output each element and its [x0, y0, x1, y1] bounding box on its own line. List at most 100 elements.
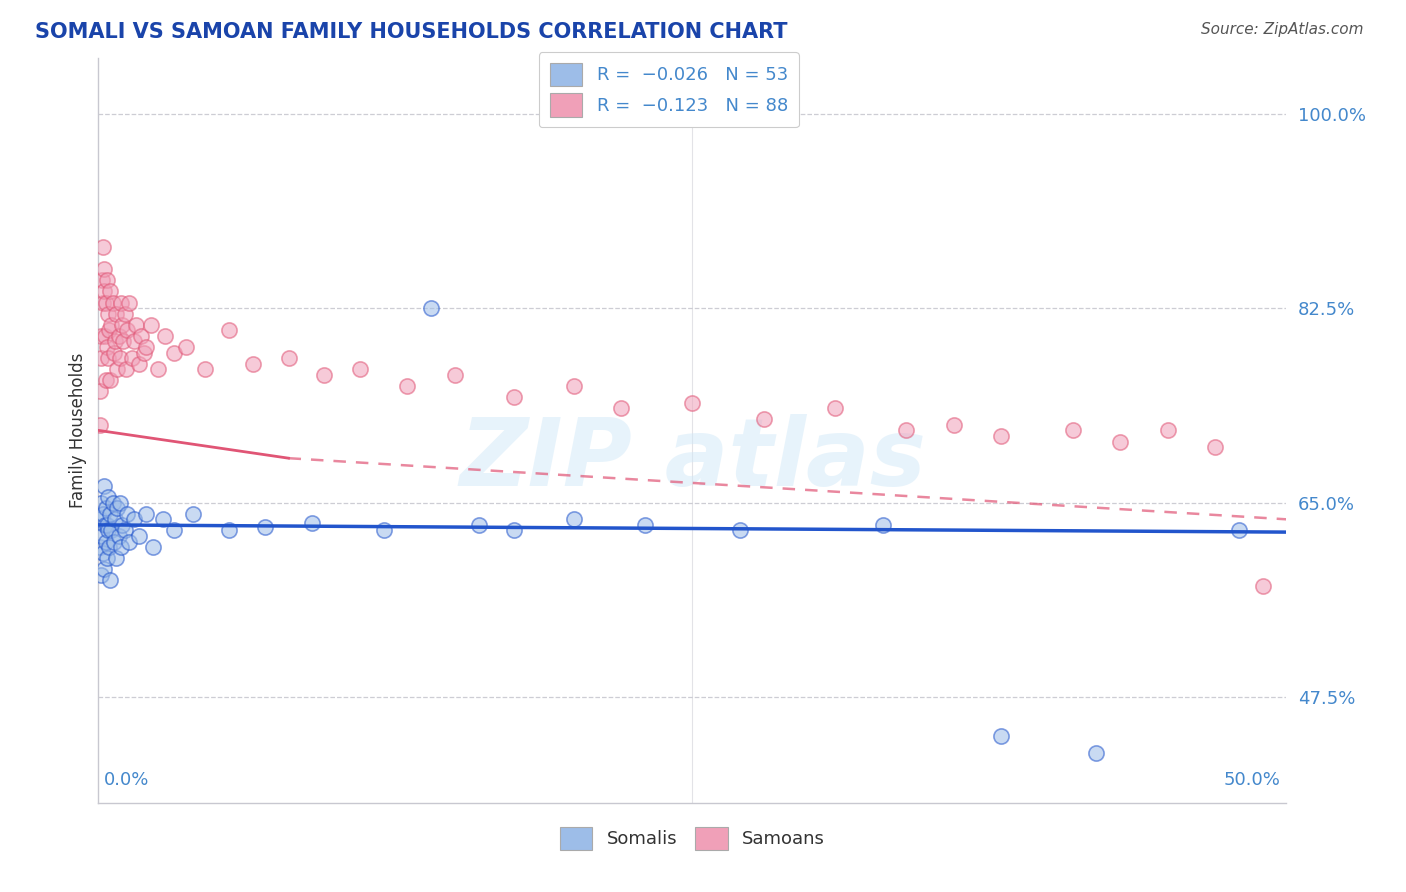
Point — [90, 329, 112, 343]
Point — [98, 540, 121, 554]
Point — [122, 512, 145, 526]
Point — [96, 551, 118, 566]
Point — [111, 318, 134, 332]
Point — [91, 240, 114, 254]
Point — [194, 362, 217, 376]
Point — [135, 340, 157, 354]
Point — [824, 401, 846, 416]
Point — [562, 512, 585, 526]
Point — [253, 520, 276, 534]
Point — [89, 512, 111, 526]
Point — [752, 412, 775, 426]
Point — [118, 295, 141, 310]
Point — [115, 323, 138, 337]
Point — [314, 368, 336, 382]
Point — [146, 362, 169, 376]
Point — [115, 507, 138, 521]
Point — [114, 307, 136, 321]
Point — [108, 351, 131, 365]
Point — [420, 301, 443, 315]
Text: ZIP atlas: ZIP atlas — [458, 414, 927, 506]
Point — [98, 285, 121, 299]
Point — [94, 501, 117, 516]
Point — [139, 318, 162, 332]
Point — [634, 517, 657, 532]
Point — [101, 496, 124, 510]
Point — [562, 379, 585, 393]
Point — [990, 729, 1012, 743]
Point — [93, 479, 115, 493]
Point — [242, 357, 264, 371]
Point — [91, 295, 114, 310]
Point — [1204, 440, 1226, 454]
Point — [122, 334, 145, 349]
Point — [1085, 746, 1108, 760]
Point — [503, 390, 526, 404]
Point — [118, 534, 141, 549]
Point — [114, 524, 136, 538]
Point — [110, 540, 132, 554]
Point — [93, 285, 115, 299]
Text: 50.0%: 50.0% — [1223, 772, 1281, 789]
Point — [183, 507, 205, 521]
Point — [110, 295, 132, 310]
Point — [176, 340, 198, 354]
Point — [121, 351, 143, 365]
Point — [91, 507, 114, 521]
Point — [1062, 424, 1084, 438]
Point — [135, 507, 157, 521]
Point — [97, 307, 120, 321]
Point — [90, 568, 112, 582]
Point — [94, 295, 117, 310]
Point — [128, 529, 150, 543]
Point — [503, 524, 526, 538]
Point — [108, 496, 131, 510]
Point — [896, 424, 918, 438]
Point — [97, 490, 120, 504]
Point — [96, 273, 118, 287]
Point — [94, 329, 117, 343]
Point — [98, 507, 121, 521]
Point — [91, 529, 114, 543]
Point — [89, 540, 111, 554]
Point — [163, 345, 186, 359]
Point — [98, 373, 121, 387]
Point — [94, 534, 117, 549]
Point — [101, 295, 124, 310]
Point — [97, 524, 120, 538]
Point — [97, 351, 120, 365]
Point — [105, 307, 128, 321]
Point — [103, 345, 125, 359]
Point — [872, 517, 894, 532]
Point — [90, 351, 112, 365]
Point — [1109, 434, 1132, 449]
Point — [107, 329, 129, 343]
Point — [103, 534, 125, 549]
Point — [105, 551, 128, 566]
Point — [91, 273, 114, 287]
Point — [96, 340, 118, 354]
Legend: Somalis, Samoans: Somalis, Samoans — [553, 820, 832, 857]
Point — [942, 417, 965, 432]
Point — [98, 323, 121, 337]
Point — [129, 329, 152, 343]
Point — [107, 529, 129, 543]
Point — [373, 524, 395, 538]
Point — [104, 334, 127, 349]
Point — [301, 516, 323, 530]
Point — [990, 429, 1012, 443]
Point — [1227, 524, 1250, 538]
Point — [152, 512, 174, 526]
Point — [112, 334, 135, 349]
Text: SOMALI VS SAMOAN FAMILY HOUSEHOLDS CORRELATION CHART: SOMALI VS SAMOAN FAMILY HOUSEHOLDS CORRE… — [35, 22, 787, 42]
Point — [218, 524, 240, 538]
Point — [93, 262, 115, 277]
Point — [1156, 424, 1178, 438]
Point — [100, 318, 122, 332]
Point — [1251, 579, 1274, 593]
Point — [94, 517, 117, 532]
Point — [100, 524, 122, 538]
Point — [218, 323, 240, 337]
Point — [277, 351, 299, 365]
Point — [107, 362, 129, 376]
